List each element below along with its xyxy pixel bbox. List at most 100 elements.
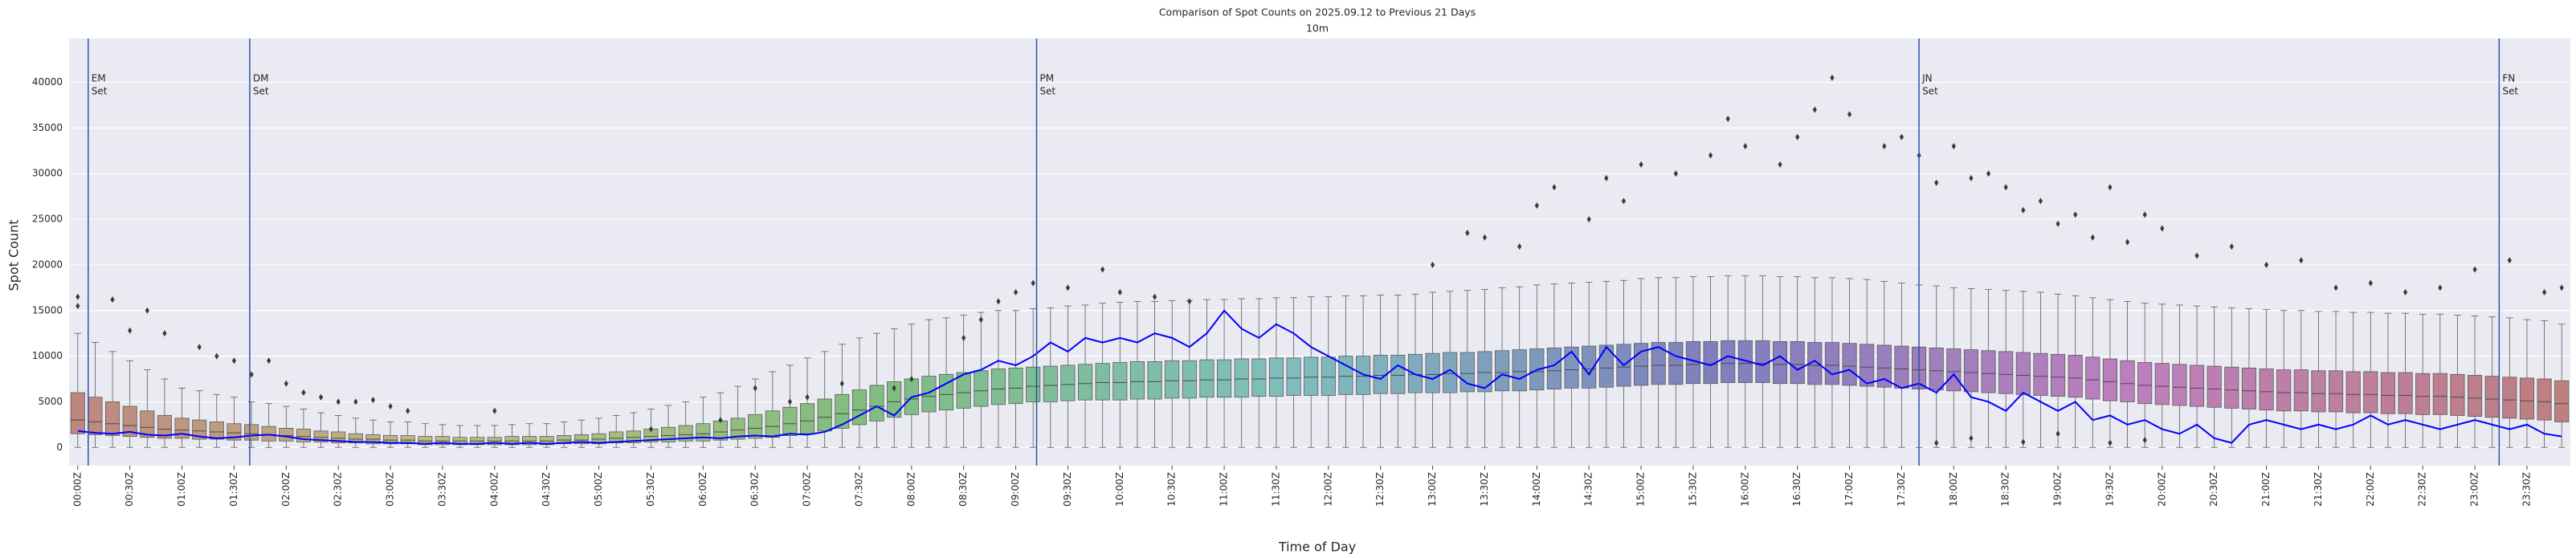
x-tick-label: 21:00Z [2260,472,2272,507]
x-tick-label: 06:30Z [749,472,761,507]
outlier [1100,266,1105,273]
x-tick-label: 11:00Z [1219,472,1230,507]
box [244,424,259,441]
outlier [2021,206,2026,214]
box [2432,373,2447,415]
x-tick-label: 05:00Z [593,472,604,507]
box [1512,349,1527,392]
outlier [1743,143,1748,150]
outlier [2472,266,2477,273]
event-label: Set [92,86,108,97]
box [192,419,207,440]
outlier [1969,174,1974,181]
box [1095,363,1110,401]
box [2015,352,2031,395]
box [748,413,763,439]
x-tick-label: 01:00Z [176,472,187,507]
outlier [231,357,237,365]
box [2450,373,2465,416]
outlier [1708,152,1713,159]
x-tick-label: 22:30Z [2417,472,2428,507]
plot-background [69,39,2570,466]
box [122,405,137,438]
outlier [996,298,1001,305]
outlier [249,371,254,378]
box [1894,345,1909,389]
x-tick-label: 10:30Z [1166,472,1178,507]
outlier [336,398,341,405]
box [1703,341,1718,385]
outlier [839,380,844,387]
box [2068,355,2083,398]
outlier [388,403,393,410]
x-tick-label: 05:30Z [645,472,656,507]
box [261,426,276,442]
box [591,433,606,445]
box [1304,356,1319,396]
box [1129,361,1145,400]
box [1078,364,1093,401]
x-tick-label: 13:30Z [1479,472,1490,507]
x-tick-label: 08:30Z [957,472,969,507]
box [2276,369,2292,412]
box [974,370,989,407]
outlier [2264,261,2269,268]
outlier [267,357,271,365]
outlier [197,344,202,351]
x-tick-label: 22:00Z [2365,472,2376,507]
y-tick-label: 35000 [32,122,63,133]
box [400,435,415,445]
y-tick-label: 20000 [32,259,63,270]
outlier [1534,202,1539,210]
box [1981,350,1996,393]
y-tick-label: 10000 [32,350,63,361]
box [1060,365,1076,401]
outlier [805,393,810,401]
outlier [1899,133,1904,141]
outlier [2402,289,2408,296]
box [1112,362,1128,401]
box [2502,377,2517,419]
outlier [1969,434,1974,442]
outlier [2229,243,2234,250]
box [1963,349,1978,393]
event-label: FN [2502,73,2515,84]
box [157,415,172,439]
box [1234,358,1249,398]
x-tick-label: 04:00Z [488,472,500,507]
event-label: EM [92,73,106,84]
outlier [1673,170,1678,177]
box [2329,370,2344,413]
box [1407,353,1423,393]
outlier [2125,238,2130,246]
outlier [1639,161,1643,168]
box [2137,362,2153,405]
box [2345,371,2361,413]
outlier [110,296,115,303]
box [1390,355,1406,394]
box [1495,350,1510,392]
x-tick-label: 07:30Z [853,472,864,507]
outlier [2021,438,2026,446]
box [1773,341,1788,385]
box [574,434,589,445]
x-tick-label: 16:00Z [1739,472,1750,507]
outlier [301,389,306,397]
outlier [1934,439,1939,446]
box [782,406,798,436]
box [1598,344,1614,388]
box [2051,353,2066,397]
x-tick-label: 11:30Z [1270,472,1281,507]
box [2363,371,2378,413]
box [2484,376,2500,418]
x-tick-label: 14:30Z [1583,472,1594,507]
box [851,389,867,426]
outlier [1013,289,1019,296]
box [2519,377,2534,420]
outlier [1152,293,1157,300]
outlier [1031,279,1035,287]
box [1842,343,1857,386]
box [2207,365,2222,408]
outlier [2055,220,2060,227]
box [88,397,103,435]
